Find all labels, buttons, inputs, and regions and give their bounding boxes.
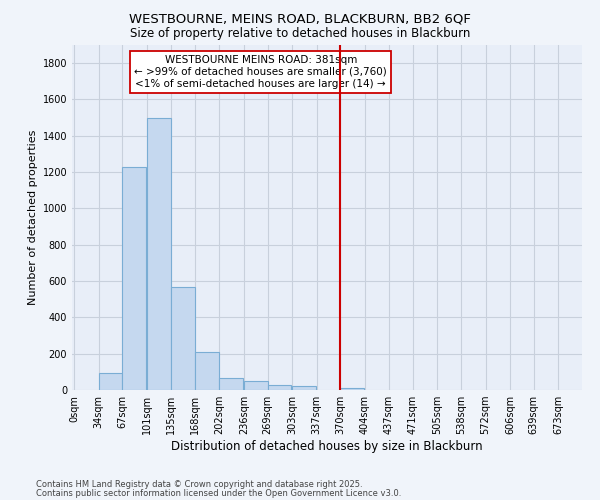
Text: Contains public sector information licensed under the Open Government Licence v3: Contains public sector information licen… xyxy=(36,488,401,498)
X-axis label: Distribution of detached houses by size in Blackburn: Distribution of detached houses by size … xyxy=(171,440,483,453)
Bar xyxy=(292,386,316,390)
Bar xyxy=(147,118,170,390)
Bar xyxy=(122,166,146,390)
Bar xyxy=(244,382,268,390)
Text: Size of property relative to detached houses in Blackburn: Size of property relative to detached ho… xyxy=(130,28,470,40)
Bar xyxy=(195,352,219,390)
Text: WESTBOURNE, MEINS ROAD, BLACKBURN, BB2 6QF: WESTBOURNE, MEINS ROAD, BLACKBURN, BB2 6… xyxy=(129,12,471,26)
Bar xyxy=(171,288,195,390)
Bar xyxy=(268,384,292,390)
Bar xyxy=(340,388,364,390)
Y-axis label: Number of detached properties: Number of detached properties xyxy=(28,130,38,305)
Text: Contains HM Land Registry data © Crown copyright and database right 2025.: Contains HM Land Registry data © Crown c… xyxy=(36,480,362,489)
Text: WESTBOURNE MEINS ROAD: 381sqm
← >99% of detached houses are smaller (3,760)
<1% : WESTBOURNE MEINS ROAD: 381sqm ← >99% of … xyxy=(134,56,387,88)
Bar xyxy=(98,373,122,390)
Bar xyxy=(220,378,243,390)
